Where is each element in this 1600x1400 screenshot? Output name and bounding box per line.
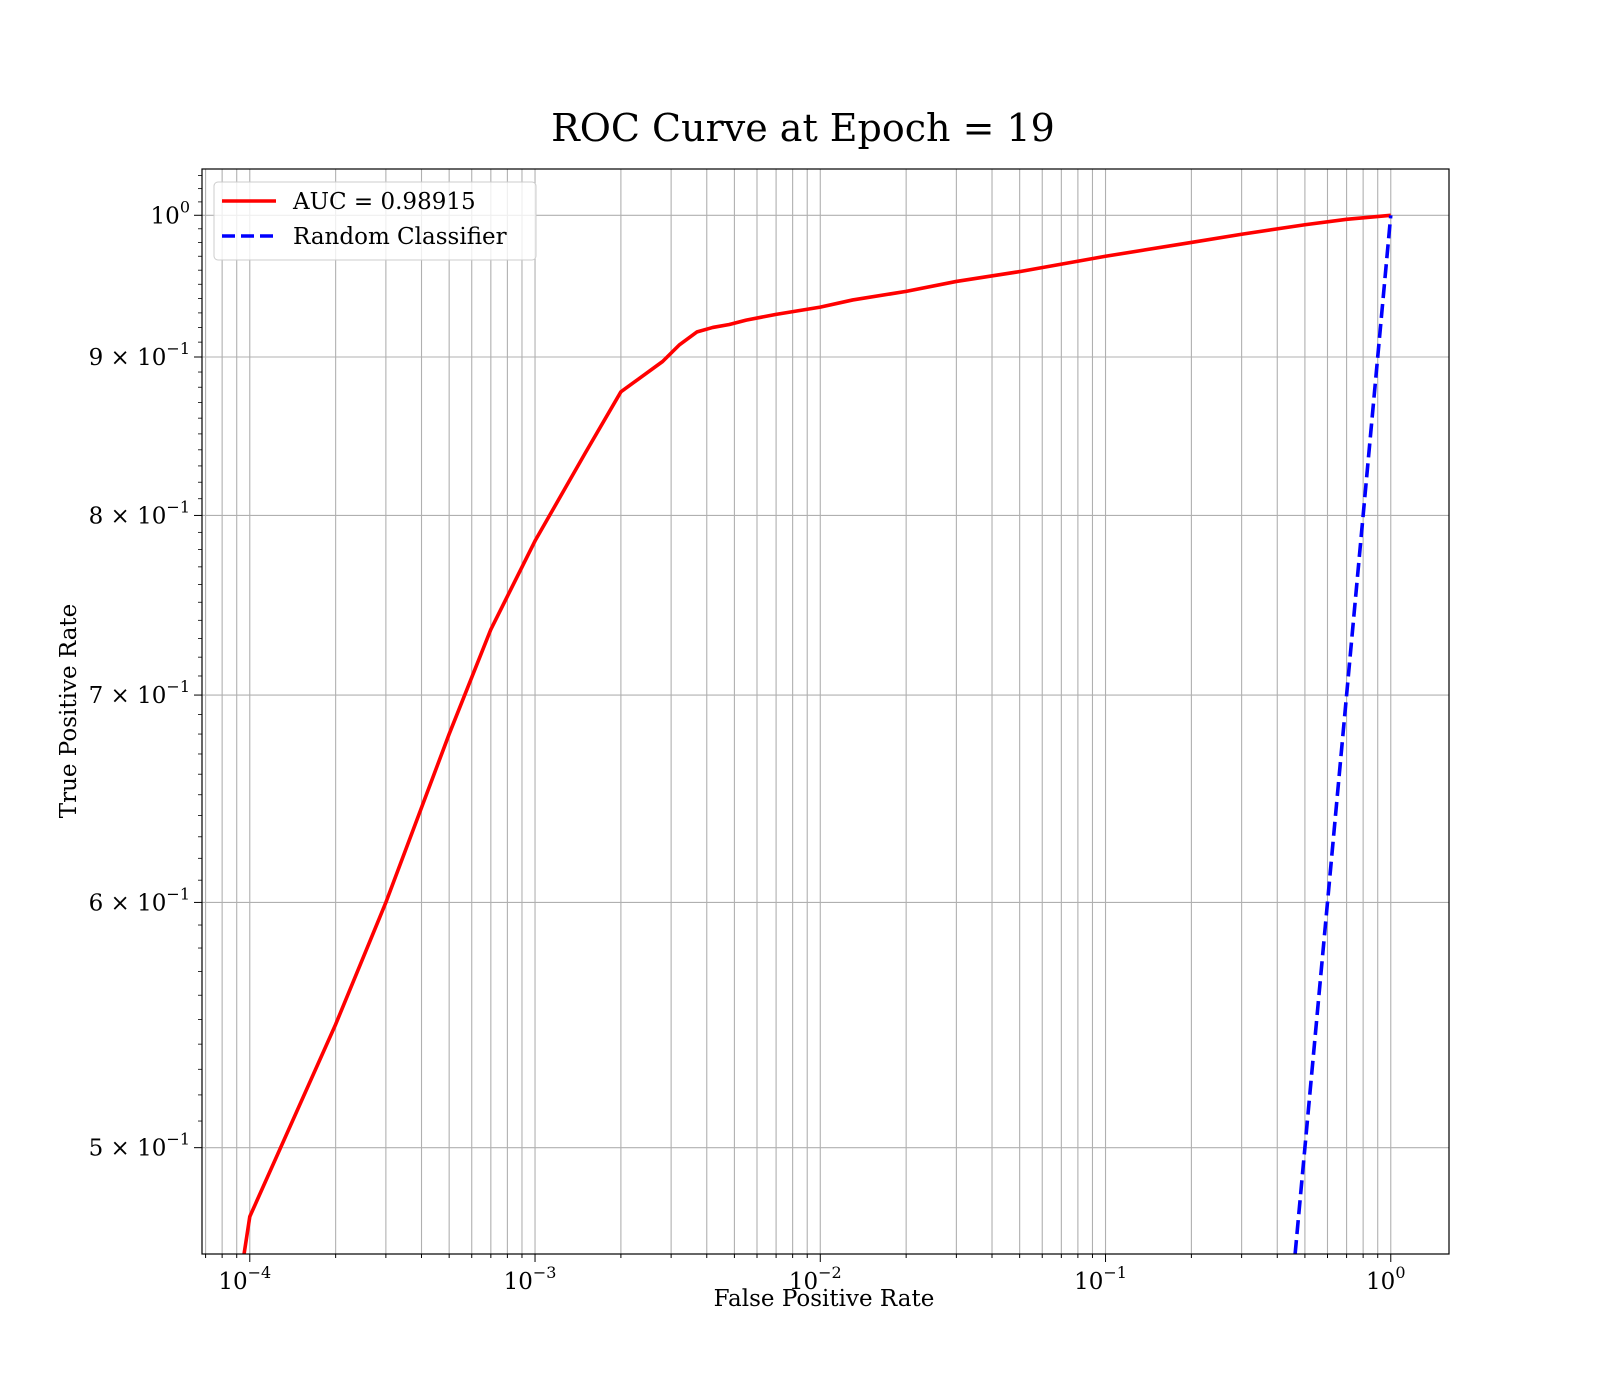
plot-series xyxy=(242,213,1393,1255)
legend: AUC = 0.98915 Random Classifier xyxy=(213,181,537,261)
legend-label-auc: AUC = 0.98915 xyxy=(292,189,476,215)
x-tick-label: 10−3 xyxy=(504,1263,557,1295)
y-axis-ticks: 100 9 × 10−1 8 × 10−1 7 × 10−1 6 × 10−1 5 × 1… xyxy=(89,175,202,1162)
legend-box xyxy=(213,181,537,261)
y-tick-label: 5 × 10−1 xyxy=(89,1130,190,1162)
y-tick-label: 6 × 10−1 xyxy=(89,884,190,916)
x-axis-ticks: 10−4 10−3 10−2 10−1 100 xyxy=(205,1254,1406,1295)
plot-frame xyxy=(201,168,1450,1255)
y-tick-label: 9 × 10−1 xyxy=(89,339,190,371)
roc-curve-line xyxy=(242,213,1391,1255)
x-tick-label: 10−4 xyxy=(218,1263,271,1295)
x-tick-label: 10−1 xyxy=(1074,1263,1127,1295)
x-axis-label: False Positive Rate xyxy=(714,1286,935,1312)
y-tick-label: 7 × 10−1 xyxy=(89,677,190,709)
grid xyxy=(202,169,1449,1254)
y-tick-label: 8 × 10−1 xyxy=(89,497,190,529)
x-tick-label: 100 xyxy=(1366,1263,1405,1295)
chart-title: ROC Curve at Epoch = 19 xyxy=(551,106,1055,150)
legend-label-random: Random Classifier xyxy=(293,224,507,250)
y-tick-label: 100 xyxy=(151,197,190,229)
random-classifier-line xyxy=(1293,215,1393,1255)
x-tick-label: 10−2 xyxy=(789,1263,842,1295)
y-axis-label: True Positive Rate xyxy=(56,604,82,819)
